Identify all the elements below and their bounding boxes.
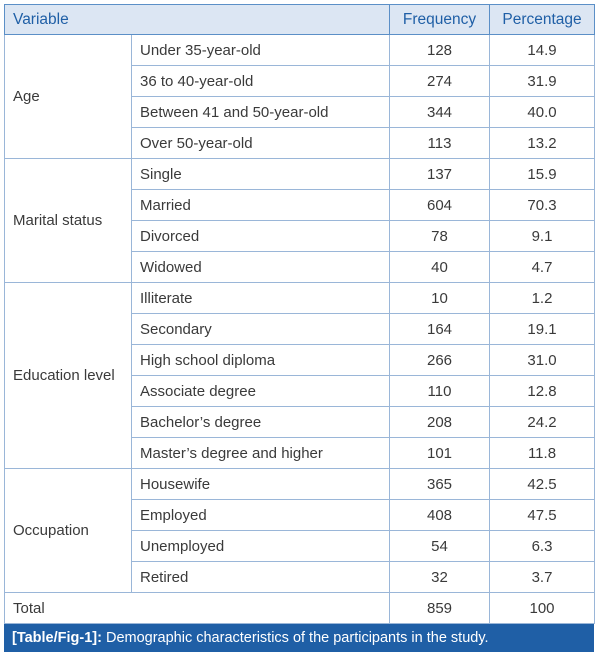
header-frequency: Frequency (389, 4, 490, 35)
frequency-cell: 128 (389, 34, 490, 66)
frequency-cell: 54 (389, 530, 490, 562)
table-figure: Variable Frequency Percentage Age Under 3… (4, 4, 595, 652)
table-row: Between 41 and 50-year-old 344 40.0 (5, 96, 595, 128)
frequency-cell: 344 (389, 96, 490, 128)
frequency-cell: 101 (389, 437, 490, 469)
category-cell: Employed (131, 499, 390, 531)
category-cell: Master’s degree and higher (131, 437, 390, 469)
total-percentage: 100 (489, 592, 595, 624)
category-cell: 36 to 40-year-old (131, 65, 390, 97)
percentage-cell: 19.1 (489, 313, 595, 345)
category-cell: Associate degree (131, 375, 390, 407)
frequency-cell: 408 (389, 499, 490, 531)
frequency-cell: 365 (389, 468, 490, 500)
total-frequency: 859 (389, 592, 490, 624)
table-caption: [Table/Fig-1]: Demographic characteristi… (4, 624, 594, 652)
caption-text: Demographic characteristics of the parti… (101, 630, 489, 646)
total-label: Total (4, 592, 390, 624)
category-cell: Between 41 and 50-year-old (131, 96, 390, 128)
variable-group-cell: Occupation (4, 468, 132, 593)
percentage-cell: 31.9 (489, 65, 595, 97)
category-cell: High school diploma (131, 344, 390, 376)
frequency-cell: 78 (389, 220, 490, 252)
table-row: Divorced 78 9.1 (5, 220, 595, 252)
table-row: Bachelor’s degree 208 24.2 (5, 406, 595, 438)
category-cell: Secondary (131, 313, 390, 345)
percentage-cell: 31.0 (489, 344, 595, 376)
variable-group-cell: Marital status (4, 158, 132, 283)
caption-tag: [Table/Fig-1]: (12, 630, 102, 646)
table-row: High school diploma 266 31.0 (5, 344, 595, 376)
percentage-cell: 13.2 (489, 127, 595, 159)
percentage-cell: 47.5 (489, 499, 595, 531)
frequency-cell: 137 (389, 158, 490, 190)
variable-group-cell: Education level (4, 282, 132, 469)
table-row: Marital status Single 137 15.9 (4, 158, 595, 283)
demographics-table: Variable Frequency Percentage Age Under 3… (4, 4, 595, 624)
header-row: Variable Frequency Percentage (4, 4, 595, 35)
table-row: 36 to 40-year-old 274 31.9 (5, 65, 595, 97)
percentage-cell: 12.8 (489, 375, 595, 407)
table-body: Age Under 35-year-old 128 14.9 36 to 40-year… (4, 34, 595, 624)
category-cell: Illiterate (131, 282, 390, 314)
table-row: Master’s degree and higher 101 11.8 (5, 437, 595, 469)
table-row: Retired 32 3.7 (5, 561, 595, 593)
percentage-cell: 1.2 (489, 282, 595, 314)
frequency-cell: 266 (389, 344, 490, 376)
frequency-cell: 10 (389, 282, 490, 314)
percentage-cell: 3.7 (489, 561, 595, 593)
percentage-cell: 40.0 (489, 96, 595, 128)
frequency-cell: 604 (389, 189, 490, 221)
category-cell: Under 35-year-old (131, 34, 390, 66)
frequency-cell: 208 (389, 406, 490, 438)
percentage-cell: 4.7 (489, 251, 595, 283)
percentage-cell: 9.1 (489, 220, 595, 252)
frequency-cell: 40 (389, 251, 490, 283)
category-cell: Unemployed (131, 530, 390, 562)
category-cell: Housewife (131, 468, 390, 500)
table-row: Education level Illiterate 10 1.2 (4, 282, 595, 469)
category-cell: Retired (131, 561, 390, 593)
category-cell: Widowed (131, 251, 390, 283)
category-cell: Over 50-year-old (131, 127, 390, 159)
variable-group-cell: Age (4, 34, 132, 159)
table-row: Associate degree 110 12.8 (5, 375, 595, 407)
percentage-cell: 42.5 (489, 468, 595, 500)
percentage-cell: 11.8 (489, 437, 595, 469)
percentage-cell: 24.2 (489, 406, 595, 438)
table-row: Married 604 70.3 (5, 189, 595, 221)
header-variable: Variable (4, 4, 390, 35)
table-row: Age Under 35-year-old 128 14.9 (4, 34, 595, 159)
percentage-cell: 14.9 (489, 34, 595, 66)
frequency-cell: 164 (389, 313, 490, 345)
percentage-cell: 6.3 (489, 530, 595, 562)
total-row: Total 859 100 (4, 592, 595, 624)
table-row: Over 50-year-old 113 13.2 (5, 127, 595, 159)
frequency-cell: 110 (389, 375, 490, 407)
frequency-cell: 113 (389, 127, 490, 159)
frequency-cell: 274 (389, 65, 490, 97)
table-row: Secondary 164 19.1 (5, 313, 595, 345)
table-row: Widowed 40 4.7 (5, 251, 595, 283)
percentage-cell: 70.3 (489, 189, 595, 221)
frequency-cell: 32 (389, 561, 490, 593)
category-cell: Married (131, 189, 390, 221)
table-row: Occupation Housewife 365 42.5 (4, 468, 595, 593)
category-cell: Divorced (131, 220, 390, 252)
category-cell: Bachelor’s degree (131, 406, 390, 438)
header-percentage: Percentage (489, 4, 595, 35)
percentage-cell: 15.9 (489, 158, 595, 190)
category-cell: Single (131, 158, 390, 190)
